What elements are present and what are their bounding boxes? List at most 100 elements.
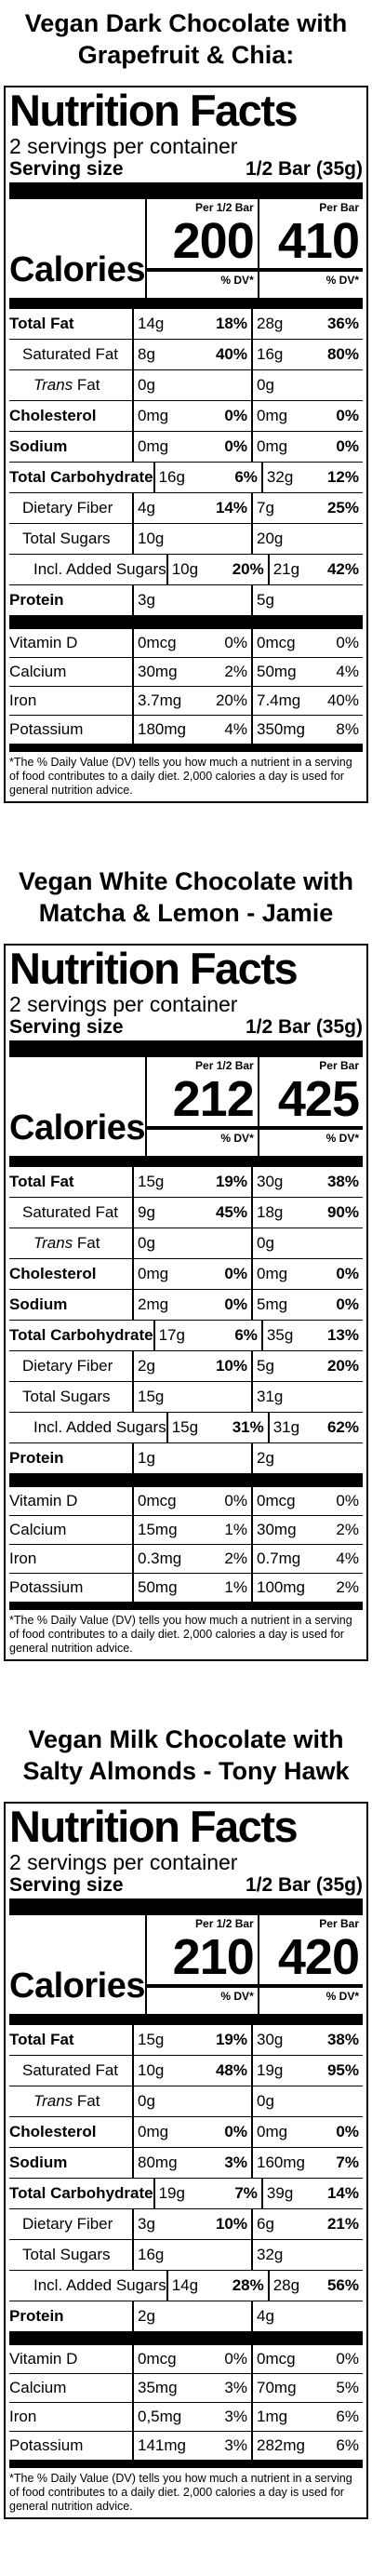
calories-label: Calories	[9, 1108, 145, 1147]
vitamin-row: Iron 3.7mg 20% 7.4mg 40%	[9, 687, 363, 716]
nutrient-row: Sodium 2mg 0% 5mg 0%	[9, 1290, 363, 1321]
vitamin-bar-cell: 0mcg 0%	[251, 2345, 363, 2373]
vitamin-bar-cell: 1mg 6%	[251, 2403, 363, 2431]
dv-heading-bar: % DV*	[259, 268, 363, 287]
nutrient-half-bar-cell: 0g	[132, 2086, 251, 2116]
nutrient-bar-amount: 0mg	[257, 1265, 288, 1282]
nutrient-half-bar-dv: 45%	[215, 1203, 247, 1221]
nutrient-row: Incl. Added Sugars 15g 31% 31g 62%	[9, 1413, 363, 1443]
vitamin-name: Iron	[9, 2408, 37, 2425]
vitamin-bar-amount: 30mg	[257, 1521, 297, 1538]
nutrient-bar-cell: 0mg 0%	[251, 1259, 363, 1289]
vitamin-bar-amount: 0mcg	[257, 634, 296, 651]
nutrient-bar-dv: 0%	[336, 407, 359, 424]
nutrient-row: Saturated Fat 9g 45% 18g 90%	[9, 1198, 363, 1228]
nutrient-name: Incl. Added Sugars	[33, 1418, 166, 1436]
vitamin-half-bar-dv: 3%	[224, 2379, 247, 2396]
nutrient-bar-cell: 32g 12%	[260, 463, 363, 492]
nutrient-bar-amount: 4g	[257, 2307, 274, 2325]
nutrient-bar-amount: 5g	[257, 591, 274, 609]
vitamin-bar-dv: 4%	[336, 663, 359, 680]
vitamin-bar-amount: 50mg	[257, 663, 297, 680]
serving-size-row: Serving size 1/2 Bar (35g)	[9, 1874, 363, 1897]
column-heading-half-bar: Per 1/2 Bar	[195, 1917, 254, 1930]
daily-value-footnote: *The % Daily Value (DV) tells you how mu…	[9, 756, 352, 797]
nutrient-row: Cholesterol 0mg 0% 0mg 0%	[9, 1259, 363, 1290]
nutrient-half-bar-cell: 14g 18%	[132, 309, 251, 339]
vitamin-row: Vitamin D 0mcg 0% 0mcg 0%	[9, 629, 363, 658]
nutrient-bar-amount: 31g	[257, 1388, 284, 1405]
vitamin-half-bar-cell: 15mg 1%	[132, 1516, 251, 1544]
column-heading-bar: Per Bar	[319, 1059, 359, 1072]
nutrient-bar-cell: 19g 95%	[251, 2056, 363, 2086]
nutrient-row: Dietary Fiber 2g 10% 5g 20%	[9, 1351, 363, 1382]
nutrient-name: Total Sugars	[22, 530, 111, 547]
nutrient-name: Total Fat	[9, 1173, 74, 1190]
vitamin-half-bar-dv: 20%	[215, 691, 247, 709]
product-title-line-1: Vegan Dark Chocolate with	[24, 9, 348, 37]
vitamin-bar-dv: 0%	[336, 1492, 359, 1509]
nutrient-row: Cholesterol 0mg 0% 0mg 0%	[9, 2117, 363, 2148]
vitamin-row: Vitamin D 0mcg 0% 0mcg 0%	[9, 2345, 363, 2374]
vitamin-bar-dv: 0%	[336, 634, 359, 651]
nutrient-bar-dv: 42%	[326, 560, 359, 578]
vitamin-half-bar-amount: 0mcg	[138, 634, 177, 651]
nutrient-bar-cell: 4g	[251, 2301, 363, 2331]
nutrient-row: Trans Fat 0g 0g	[9, 1228, 363, 1259]
nutrient-half-bar-amount: 0g	[138, 2092, 155, 2110]
vitamin-row: Calcium 30mg 2% 50mg 4%	[9, 658, 363, 687]
nutrient-name: Incl. Added Sugars	[33, 2276, 166, 2294]
nutrient-half-bar-amount: 1g	[138, 1449, 155, 1467]
vitamin-bar-amount: 0.7mg	[257, 1550, 301, 1567]
thick-divider	[9, 2332, 363, 2345]
nutrient-bar-amount: 30g	[257, 2031, 284, 2048]
vitamin-half-bar-dv: 2%	[224, 663, 247, 680]
vitamin-half-bar-dv: 0%	[224, 2350, 247, 2368]
serving-size-value: 1/2 Bar (35g)	[245, 1874, 363, 1896]
vitamin-half-bar-dv: 1%	[224, 1578, 247, 1596]
calories-column-half-bar: Per 1/2 Bar 212 % DV*	[144, 1057, 258, 1156]
nutrient-half-bar-cell: 2g	[132, 2301, 251, 2331]
vitamin-half-bar-amount: 0.3mg	[138, 1550, 182, 1567]
nutrient-bar-amount: 30g	[257, 1173, 284, 1190]
nutrient-half-bar-dv: 10%	[215, 2215, 247, 2233]
vitamin-half-bar-dv: 0%	[224, 1492, 247, 1509]
nutrient-row: Total Fat 15g 19% 30g 38%	[9, 1167, 363, 1198]
nutrient-row: Total Fat 15g 19% 30g 38%	[9, 2025, 363, 2056]
nutrient-bar-cell: 21g 42%	[267, 555, 363, 584]
nutrient-half-bar-cell: 80mg 3%	[132, 2148, 251, 2178]
nutrient-bar-amount: 28g	[272, 2276, 300, 2294]
vitamin-half-bar-dv: 0%	[224, 634, 247, 651]
calories-half-bar: 212	[172, 1071, 255, 1127]
nutrient-name: Incl. Added Sugars	[33, 560, 166, 578]
nutrient-bar-dv: 80%	[326, 345, 359, 363]
vitamin-bar-dv: 6%	[336, 2436, 359, 2454]
vitamin-bar-dv: 40%	[326, 691, 359, 709]
vitamin-half-bar-cell: 30mg 2%	[132, 658, 251, 686]
nutrient-half-bar-amount: 2mg	[138, 1295, 169, 1313]
nutrient-bar-cell: 31g	[251, 1382, 363, 1412]
product-title: Vegan Dark Chocolate with Grapefruit & C…	[4, 7, 368, 78]
vitamin-bar-cell: 30mg 2%	[251, 1516, 363, 1544]
nutrient-bar-dv: 0%	[336, 2123, 359, 2140]
nutrient-half-bar-amount: 0mg	[138, 1265, 169, 1282]
serving-size-label: Serving size	[9, 158, 124, 180]
dv-heading-half-bar: % DV*	[146, 1126, 258, 1145]
nutrient-half-bar-amount: 2g	[138, 1357, 155, 1375]
nutrient-bar-amount: 0g	[257, 376, 274, 394]
vitamin-name: Iron	[9, 1550, 37, 1567]
nutrient-half-bar-amount: 15g	[138, 1388, 165, 1405]
dv-heading-half-bar: % DV*	[146, 268, 258, 287]
nutrient-half-bar-dv: 19%	[215, 2031, 247, 2048]
nutrient-half-bar-amount: 19g	[158, 2184, 185, 2202]
nutrient-row: Protein 3g 5g	[9, 585, 363, 616]
nutrient-half-bar-dv: 0%	[224, 1295, 247, 1313]
product-section: Vegan Dark Chocolate with Grapefruit & C…	[0, 0, 372, 858]
nutrient-half-bar-amount: 80mg	[138, 2153, 178, 2171]
nutrient-half-bar-dv: 10%	[215, 1357, 247, 1375]
vitamin-row: Iron 0.3mg 2% 0.7mg 4%	[9, 1545, 363, 1574]
nutrient-half-bar-dv: 3%	[224, 2153, 247, 2171]
nutrient-row: Total Sugars 16g 32g	[9, 2240, 363, 2271]
vitamin-row: Vitamin D 0mcg 0% 0mcg 0%	[9, 1487, 363, 1516]
vitamin-row: Iron 0,5mg 3% 1mg 6%	[9, 2403, 363, 2432]
